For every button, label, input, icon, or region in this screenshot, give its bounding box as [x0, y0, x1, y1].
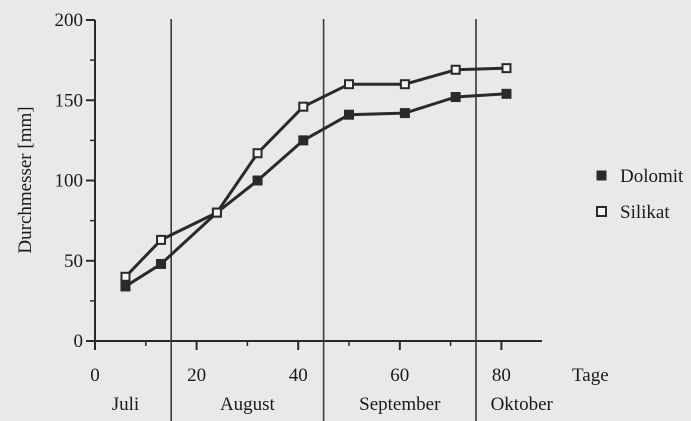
legend-marker-silikat: [596, 206, 607, 217]
data-point-dolomit: [344, 109, 354, 120]
ticks: 0 50 100 150 200 0 20 40 60 80 Juli August September…: [55, 10, 554, 415]
data-point-silikat: [211, 207, 222, 218]
month-dividers: [170, 19, 477, 421]
month-label: Juli: [112, 394, 139, 415]
data-point-silikat: [450, 64, 461, 75]
x-tick-label: 80: [492, 365, 511, 386]
data-point-silikat: [156, 234, 167, 245]
month-label: Oktober: [491, 394, 554, 415]
x-tick-label: 60: [390, 365, 409, 386]
x-axis-label: Tage: [572, 365, 609, 386]
legend-marker-dolomit: [596, 170, 607, 181]
y-tick-label: 150: [55, 90, 84, 111]
data-point-dolomit: [120, 281, 131, 292]
series-line-dolomit: [124, 92, 507, 288]
y-axis-label: Durchmesser [mm]: [15, 106, 36, 253]
y-tick-label: 50: [64, 251, 83, 272]
data-point-dolomit: [252, 175, 263, 186]
month-label: August: [220, 394, 276, 415]
data-point-silikat: [120, 271, 131, 282]
x-tick-label: 0: [90, 365, 100, 386]
data-point-silikat: [252, 148, 263, 159]
x-tick-label: 40: [289, 365, 308, 386]
legend: Dolomit Silikat: [596, 166, 684, 223]
series-layer: [120, 63, 512, 292]
month-label: September: [359, 394, 441, 415]
y-tick-label: 200: [55, 10, 84, 31]
legend-label-silikat: Silikat: [620, 202, 670, 223]
legend-label-dolomit: Dolomit: [620, 166, 684, 187]
data-point-dolomit: [399, 108, 410, 119]
data-point-dolomit: [298, 135, 309, 146]
data-point-dolomit: [156, 258, 167, 269]
y-tick-label: 0: [74, 331, 84, 352]
data-point-silikat: [399, 79, 410, 90]
y-tick-label: 100: [55, 171, 84, 192]
data-point-dolomit: [450, 92, 461, 103]
x-tick-label: 20: [187, 365, 206, 386]
data-point-silikat: [501, 63, 512, 74]
data-point-silikat: [344, 79, 354, 90]
data-point-dolomit: [501, 88, 512, 99]
data-point-silikat: [298, 101, 309, 112]
